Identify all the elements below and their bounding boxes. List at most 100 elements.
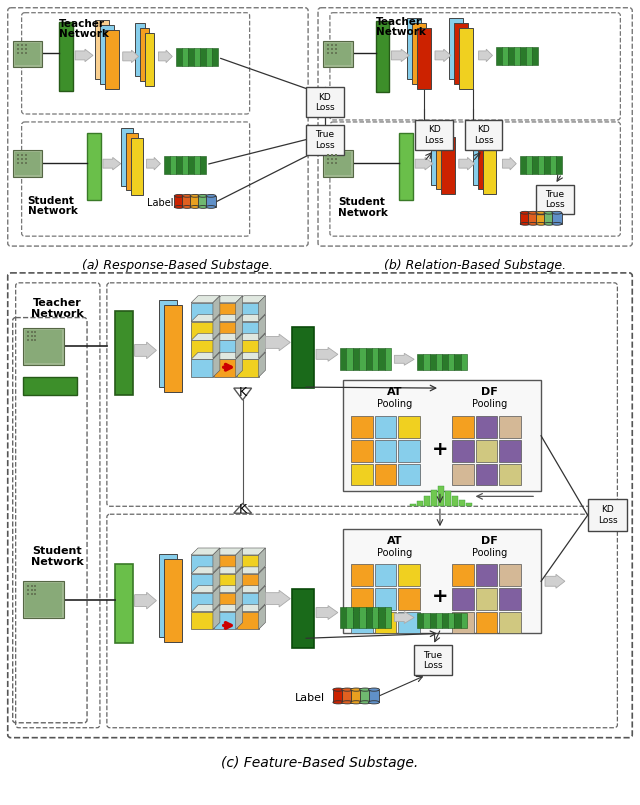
Bar: [374, 564, 396, 586]
Bar: [476, 564, 497, 586]
Polygon shape: [259, 586, 266, 610]
Bar: [20, 52, 22, 55]
Bar: [398, 416, 420, 438]
Bar: [340, 349, 346, 370]
Bar: [508, 47, 515, 65]
Bar: [520, 213, 530, 224]
Polygon shape: [234, 503, 252, 514]
Bar: [121, 128, 132, 185]
Ellipse shape: [544, 212, 554, 214]
Text: K: K: [239, 386, 247, 398]
Polygon shape: [214, 548, 243, 555]
Polygon shape: [213, 333, 220, 358]
Bar: [27, 592, 29, 595]
Polygon shape: [237, 353, 266, 359]
Bar: [442, 354, 448, 370]
Bar: [335, 162, 337, 163]
Bar: [214, 574, 236, 592]
Text: Loss: Loss: [315, 103, 335, 112]
Bar: [431, 490, 437, 506]
Bar: [499, 464, 521, 485]
Text: Loss: Loss: [474, 136, 493, 145]
Bar: [87, 133, 101, 200]
FancyArrow shape: [147, 158, 161, 170]
Polygon shape: [237, 333, 266, 341]
Polygon shape: [236, 353, 243, 378]
Bar: [327, 154, 329, 155]
Bar: [340, 607, 346, 629]
Bar: [134, 23, 145, 76]
Bar: [325, 152, 351, 175]
Ellipse shape: [333, 688, 344, 691]
Bar: [343, 380, 541, 491]
Bar: [191, 612, 213, 630]
Bar: [182, 196, 192, 207]
Polygon shape: [259, 605, 266, 630]
Text: KD: KD: [477, 126, 490, 134]
Bar: [190, 196, 200, 207]
Bar: [335, 44, 337, 47]
Bar: [459, 27, 473, 89]
Bar: [331, 48, 333, 51]
Bar: [398, 588, 420, 609]
Text: Label: Label: [147, 198, 173, 208]
Bar: [343, 529, 541, 634]
Polygon shape: [237, 586, 266, 592]
Bar: [476, 416, 497, 438]
Polygon shape: [213, 315, 220, 340]
Bar: [214, 359, 236, 378]
Ellipse shape: [198, 195, 208, 197]
Text: Network: Network: [31, 557, 84, 567]
Polygon shape: [259, 315, 266, 340]
Bar: [374, 440, 396, 461]
Bar: [31, 592, 33, 595]
Bar: [351, 588, 372, 609]
Bar: [170, 155, 176, 174]
Text: Loss: Loss: [423, 661, 443, 670]
Bar: [335, 52, 337, 55]
Bar: [476, 612, 497, 634]
Bar: [292, 588, 314, 648]
Polygon shape: [236, 333, 243, 358]
Bar: [182, 155, 188, 174]
Text: Loss: Loss: [315, 141, 335, 150]
Bar: [476, 588, 497, 609]
Polygon shape: [213, 353, 220, 378]
Text: Loss: Loss: [598, 517, 618, 526]
Bar: [17, 44, 19, 47]
Bar: [35, 588, 36, 591]
Bar: [27, 584, 29, 587]
Bar: [331, 162, 333, 163]
FancyArrow shape: [545, 574, 565, 588]
Bar: [20, 154, 22, 155]
Ellipse shape: [369, 688, 380, 691]
Bar: [35, 592, 36, 595]
Bar: [31, 340, 33, 341]
Bar: [27, 340, 29, 341]
Text: Student: Student: [33, 546, 82, 556]
Bar: [365, 349, 372, 370]
Bar: [115, 311, 132, 395]
Bar: [212, 48, 218, 66]
Bar: [20, 162, 22, 163]
FancyArrow shape: [459, 158, 475, 170]
Bar: [100, 25, 114, 85]
FancyArrow shape: [502, 158, 516, 170]
Text: True: True: [545, 190, 564, 199]
Bar: [526, 47, 532, 65]
Bar: [398, 464, 420, 485]
Bar: [24, 52, 27, 55]
Text: Loss: Loss: [545, 200, 564, 209]
Polygon shape: [191, 315, 220, 321]
Bar: [417, 613, 423, 629]
Polygon shape: [237, 295, 266, 303]
Bar: [131, 138, 143, 196]
Ellipse shape: [206, 195, 216, 197]
Bar: [22, 580, 64, 618]
Bar: [442, 613, 448, 629]
Bar: [191, 341, 213, 358]
Bar: [415, 120, 453, 150]
Text: +: +: [432, 587, 448, 606]
Bar: [24, 48, 27, 51]
Bar: [526, 155, 532, 174]
